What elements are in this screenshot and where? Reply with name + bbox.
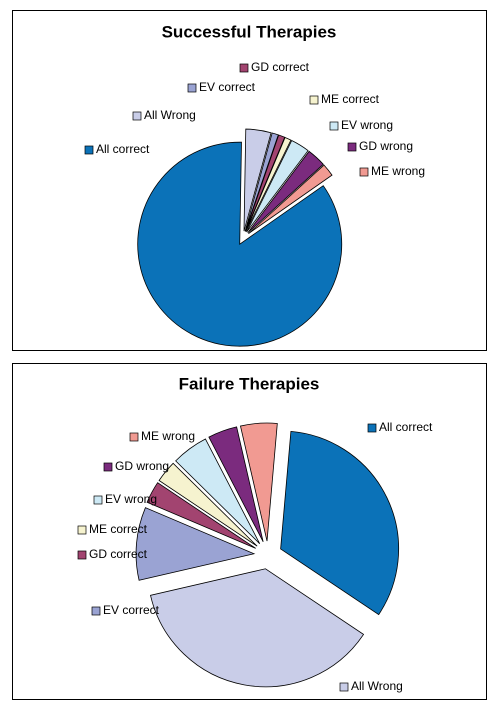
legend-swatch <box>359 167 369 177</box>
legend-swatch <box>239 63 249 73</box>
pie-slice <box>239 422 278 542</box>
pie-slice <box>248 164 333 234</box>
legend-label: ME wrong <box>141 429 195 443</box>
chart-title: Failure Therapies <box>179 374 320 393</box>
legend-label: ME wrong <box>371 164 425 178</box>
legend-label: EV correct <box>199 80 256 94</box>
pie-slice <box>246 139 309 233</box>
legend-swatch <box>347 142 357 152</box>
legend-label: All correct <box>96 142 150 156</box>
pie-slice <box>146 482 256 549</box>
legend-swatch <box>309 95 319 105</box>
pie-slice <box>244 132 279 232</box>
pie-slice <box>150 568 365 688</box>
pie-slice <box>247 150 324 234</box>
legend-label: GD wrong <box>359 139 413 153</box>
legend-swatch <box>84 145 94 155</box>
legend-swatch <box>77 525 87 535</box>
legend-label: All Wrong <box>144 108 196 122</box>
pie-slice <box>208 426 264 543</box>
legend-label: EV wrong <box>341 118 393 132</box>
pie-slice <box>245 136 292 232</box>
legend-swatch <box>329 121 339 131</box>
legend-label: ME correct <box>89 522 148 536</box>
legend-swatch <box>77 550 87 560</box>
legend-label: GD correct <box>251 60 310 74</box>
legend-swatch <box>132 111 142 121</box>
legend-label: ME correct <box>321 92 380 106</box>
pie-slice <box>245 134 286 232</box>
legend-swatch <box>93 495 103 505</box>
legend-swatch <box>91 606 101 616</box>
legend-label: GD correct <box>89 547 148 561</box>
pie-slice <box>135 507 256 581</box>
legend-swatch <box>103 462 113 472</box>
pie-slice <box>158 462 258 547</box>
legend-swatch <box>367 423 377 433</box>
legend-label: All Wrong <box>351 679 403 693</box>
legend-swatch <box>339 682 349 692</box>
pie-slice <box>280 430 400 616</box>
legend-label: EV wrong <box>105 492 157 506</box>
legend-swatch <box>187 83 197 93</box>
pie-slice <box>175 438 261 545</box>
pie-slice <box>243 128 272 232</box>
legend-swatch <box>129 432 139 442</box>
legend-label: All correct <box>379 420 433 434</box>
chart-title: Successful Therapies <box>162 22 337 41</box>
legend-label: GD wrong <box>115 459 169 473</box>
legend-label: EV correct <box>103 603 160 617</box>
pie-slice <box>137 141 343 347</box>
